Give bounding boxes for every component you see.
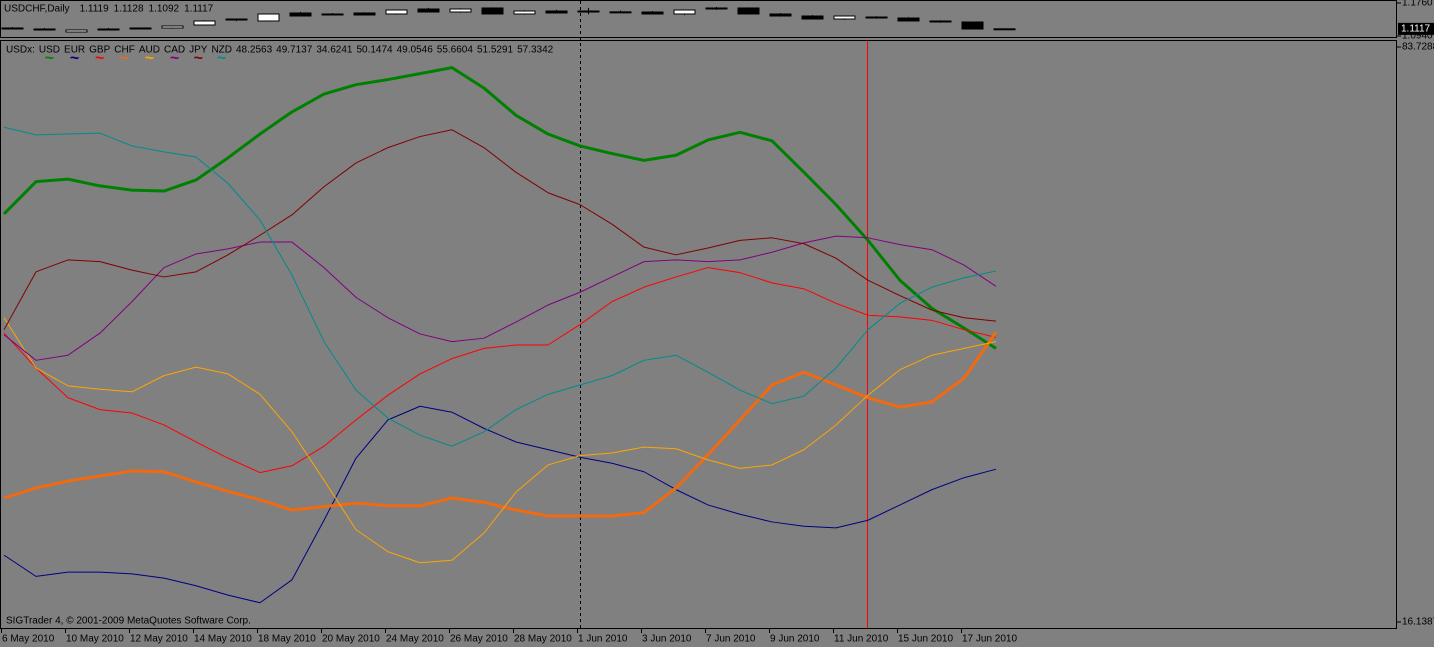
series-line	[3, 331, 998, 518]
y-tick-label: 83.7288	[1402, 42, 1434, 53]
legend-name: JPY	[189, 45, 208, 56]
candle-body	[481, 7, 504, 15]
series-line	[3, 267, 997, 474]
legend-swatch: ~	[45, 50, 54, 67]
x-tick-label: 14 May 2010	[194, 634, 252, 645]
candle-body	[289, 12, 312, 17]
x-tick-label: 10 May 2010	[66, 634, 124, 645]
candle-body	[385, 9, 408, 15]
ohlc-value: 1.1117	[184, 4, 214, 15]
current-price-label: 1.1117	[1401, 24, 1431, 35]
x-tick-label: 20 May 2010	[322, 634, 380, 645]
legend-name: USD	[39, 45, 60, 56]
x-tick-label: 26 May 2010	[450, 634, 508, 645]
candle-body	[705, 7, 728, 10]
candle-body	[545, 10, 568, 14]
legend-swatch: ~	[170, 50, 179, 67]
series-line	[2, 66, 997, 350]
candle-body	[417, 8, 440, 13]
ohlc-value: 1.1092	[149, 4, 180, 15]
legend-swatch: ~	[194, 50, 203, 67]
candle-body	[225, 18, 248, 21]
candle-body	[897, 17, 920, 22]
candle-body	[609, 11, 632, 14]
candle-body	[865, 16, 888, 19]
legend-value: 48.2563	[236, 45, 273, 56]
legend-name: GBP	[89, 45, 110, 56]
legend-value: 34.6241	[316, 45, 353, 56]
candle-body	[193, 20, 216, 26]
x-tick-label: 3 Jun 2010	[642, 634, 692, 645]
y-tick-label: 1.1760	[1402, 0, 1433, 9]
x-tick-label: 15 Jun 2010	[898, 634, 953, 645]
legend-value: 51.5291	[477, 45, 514, 56]
legend-name: EUR	[64, 45, 85, 56]
legend-swatch: ~	[217, 50, 226, 67]
current-price-box	[1398, 22, 1434, 35]
candle-body	[833, 15, 856, 20]
series-line	[3, 126, 997, 447]
series-line	[3, 129, 997, 330]
x-tick-label: 11 Jun 2010	[834, 634, 889, 645]
candle-body	[65, 29, 88, 33]
legend-swatch: ~	[70, 50, 79, 67]
chart-title: USDCHF,Daily	[4, 4, 70, 15]
legend-swatch: ~	[95, 50, 104, 67]
x-tick-label: 6 May 2010	[2, 634, 55, 645]
series-line	[3, 405, 997, 604]
legend-swatch: ~	[120, 50, 129, 67]
x-tick-label: 7 Jun 2010	[706, 634, 756, 645]
y-tick-label: 1.0940	[1402, 31, 1433, 42]
candle-body	[1, 27, 24, 30]
candle-body	[769, 13, 792, 17]
candle-body	[257, 13, 280, 22]
series-line	[3, 317, 997, 564]
candle-body	[321, 13, 344, 16]
x-tick-label: 9 Jun 2010	[770, 634, 820, 645]
legend-value: 49.7137	[276, 45, 313, 56]
legend-name: CAD	[164, 45, 185, 56]
candle-body	[513, 10, 536, 15]
x-tick-label: 28 May 2010	[514, 634, 572, 645]
x-tick-label: 12 May 2010	[130, 634, 188, 645]
x-tick-label: 1 Jun 2010	[578, 634, 628, 645]
candle-body	[641, 11, 664, 15]
candle-body	[33, 28, 56, 31]
x-tick-label: 24 May 2010	[386, 634, 444, 645]
candle-body	[577, 10, 600, 13]
legend-value: 50.1474	[356, 45, 393, 56]
legend-title: USDx:	[6, 45, 35, 56]
legend-name: NZD	[211, 45, 232, 56]
ohlc-value: 1.1128	[114, 4, 144, 15]
legend-name: CHF	[114, 45, 135, 56]
legend-value: 57.3342	[517, 45, 554, 56]
legend-name: AUD	[139, 45, 160, 56]
top-panel-frame	[0, 0, 1397, 38]
candle-body	[929, 20, 952, 23]
legend-value: 49.0546	[397, 45, 434, 56]
candle-body	[353, 12, 376, 16]
x-tick-label: 18 May 2010	[258, 634, 316, 645]
candle-body	[161, 25, 184, 29]
ohlc-value: 1.1119	[80, 4, 110, 15]
x-tick-label: 17 Jun 2010	[962, 634, 1017, 645]
candle-body	[961, 21, 984, 30]
candle-body	[97, 28, 120, 31]
bottom-panel-frame	[0, 40, 1397, 629]
series-line	[3, 235, 997, 361]
footer: SIGTrader 4, © 2001-2009 MetaQuotes Soft…	[6, 616, 251, 627]
candle-body	[737, 7, 760, 15]
candle-body	[673, 9, 696, 15]
y-tick-label: 16.1387	[1402, 617, 1434, 628]
legend-swatch: ~	[145, 50, 154, 67]
candle-body	[449, 8, 472, 13]
candle-body	[993, 28, 1016, 31]
candle-body	[801, 15, 824, 20]
candle-body	[129, 27, 152, 30]
legend-value: 55.6604	[437, 45, 474, 56]
